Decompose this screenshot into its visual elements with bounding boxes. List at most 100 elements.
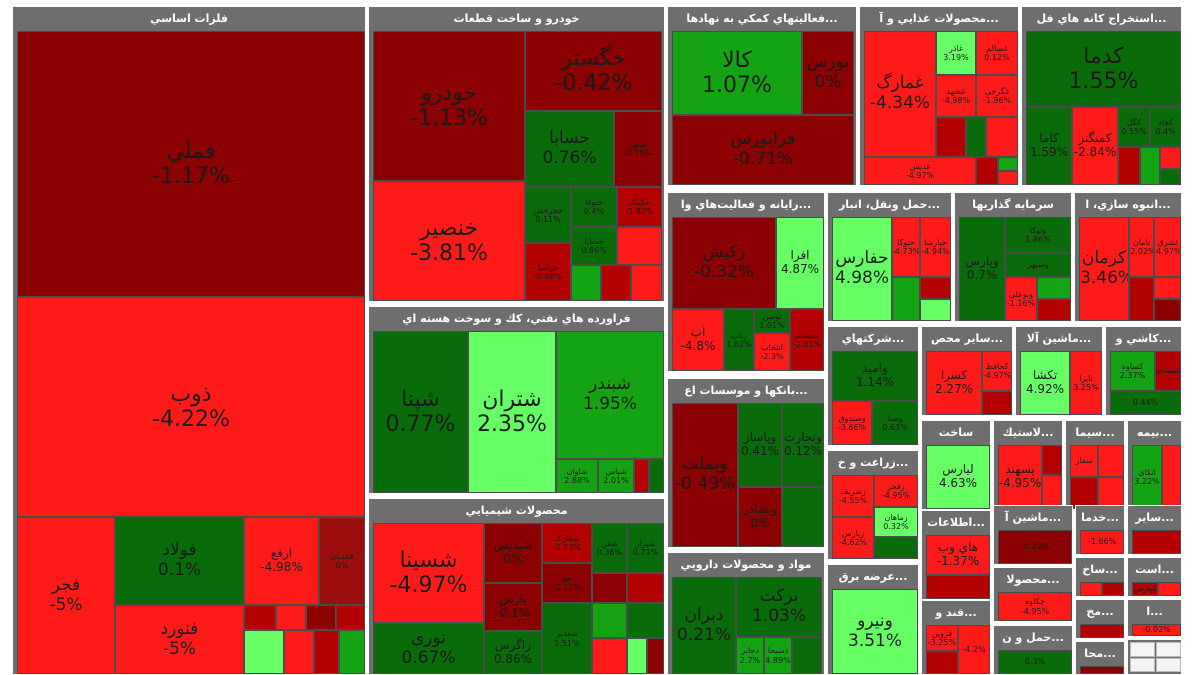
- stock-tile[interactable]: [926, 651, 958, 674]
- stock-tile[interactable]: فرابورس -0.71%: [672, 115, 854, 185]
- sec-shipping[interactable]: ...حمل و ن 0.3%: [993, 625, 1073, 675]
- stock-tile[interactable]: [592, 603, 627, 638]
- stock-tile[interactable]: [601, 265, 631, 301]
- stock-tile[interactable]: فملي -1.17%: [17, 31, 365, 297]
- stock-tile[interactable]: شسينا -4.97%: [373, 523, 484, 623]
- stock-tile[interactable]: چکاوه -4.95%: [998, 592, 1072, 621]
- stock-tile[interactable]: دسبحا 4.89%: [764, 637, 792, 674]
- stock-tile[interactable]: كگل 0.55%: [1118, 107, 1150, 147]
- stock-tile[interactable]: ارفع -4.98%: [244, 517, 319, 605]
- sec-metals[interactable]: فلزات اساسي فملي -1.17% ذوب -4.22% فجر -5% فولا…: [12, 6, 366, 675]
- stock-tile[interactable]: وبصادر 0%: [738, 487, 782, 547]
- stock-tile[interactable]: زفجر -4.95%: [874, 475, 918, 507]
- stock-tile[interactable]: [1140, 147, 1160, 185]
- stock-tile[interactable]: [649, 459, 664, 493]
- stock-tile[interactable]: سیستم -2.81%: [790, 309, 824, 371]
- stock-tile[interactable]: [998, 171, 1018, 185]
- stock-tile[interactable]: پارس -0.1%: [484, 583, 542, 631]
- stock-tile[interactable]: [920, 277, 951, 299]
- stock-tile[interactable]: [1130, 658, 1155, 672]
- sec-plastic[interactable]: ...لاستيك پسهند -4.95%: [993, 420, 1063, 510]
- stock-tile[interactable]: وتوکا 1.86%: [1005, 217, 1071, 253]
- stock-tile[interactable]: [276, 605, 306, 630]
- stock-tile[interactable]: [284, 630, 314, 674]
- stock-tile[interactable]: خمهر -0.75%: [614, 111, 662, 187]
- stock-tile[interactable]: غاذر 3.19%: [936, 31, 976, 75]
- stock-tile[interactable]: -0.02%: [1132, 624, 1181, 636]
- stock-tile[interactable]: 0.3%: [998, 650, 1072, 674]
- stock-tile[interactable]: شفن 0.36%: [592, 523, 627, 573]
- stock-tile[interactable]: [617, 227, 662, 265]
- stock-tile[interactable]: وصنا 0.63%: [872, 401, 918, 445]
- stock-tile[interactable]: غشهد -4.98%: [936, 75, 976, 117]
- stock-tile[interactable]: [874, 537, 918, 559]
- sec-chemicals[interactable]: محصولات شيميايي شسينا -4.97% نوری 0.67% شپدیس…: [368, 498, 665, 675]
- sec-textile[interactable]: ساخت ليارس 4.63%: [921, 420, 991, 510]
- sec-transport[interactable]: ...حمل ونقل، انبار حفارس 4.98% حتوکا -4.73% ح…: [827, 192, 952, 322]
- stock-tile[interactable]: [998, 157, 1018, 171]
- stock-tile[interactable]: [647, 638, 664, 674]
- stock-tile[interactable]: [1098, 445, 1124, 477]
- stock-tile[interactable]: فخديان 0%: [319, 517, 365, 605]
- stock-tile[interactable]: -0.23%: [998, 530, 1072, 564]
- stock-tile[interactable]: خزامیا -0.88%: [525, 243, 571, 301]
- stock-tile[interactable]: [936, 117, 966, 157]
- stock-tile[interactable]: شخارک -2.13%: [542, 523, 592, 563]
- stock-tile[interactable]: شپنا 0.77%: [373, 331, 468, 493]
- stock-tile[interactable]: [306, 605, 336, 630]
- stock-tile[interactable]: [986, 117, 1018, 157]
- stock-tile[interactable]: دبران 0.21%: [672, 577, 736, 674]
- stock-tile[interactable]: حپارسا -4.94%: [920, 217, 951, 277]
- stock-tile[interactable]: [627, 573, 664, 603]
- stock-tile[interactable]: [627, 603, 664, 638]
- stock-tile[interactable]: [792, 637, 822, 674]
- stock-tile[interactable]: وامید 1.14%: [832, 351, 918, 401]
- stock-tile[interactable]: [1118, 147, 1140, 185]
- stock-tile[interactable]: كچاد 0.4%: [1150, 107, 1181, 147]
- sec-refinery[interactable]: فراورده هاي نفتي، كك و سوخت هسته اي شپنا 0…: [368, 306, 665, 494]
- stock-tile[interactable]: ليارس 4.63%: [926, 445, 990, 509]
- stock-tile[interactable]: كپارس: [1132, 582, 1158, 596]
- stock-tile[interactable]: غمارگ -4.34%: [864, 31, 936, 157]
- stock-tile[interactable]: 0.44%: [1110, 391, 1181, 415]
- stock-tile[interactable]: حسینا: [892, 277, 920, 321]
- sec-computer[interactable]: ...رايانه و فعاليت‌هاي وا ركيش -0.32% افرا 4…: [667, 192, 825, 372]
- stock-tile[interactable]: [976, 157, 998, 185]
- stock-tile[interactable]: -4.2%: [958, 625, 990, 674]
- stock-tile[interactable]: دجابر 2.7%: [736, 637, 764, 674]
- stock-tile[interactable]: وسپهر: [1005, 253, 1071, 277]
- stock-tile[interactable]: [966, 117, 986, 157]
- stock-tile[interactable]: حسابا 0.76%: [525, 111, 614, 187]
- sec-support[interactable]: ...فعاليتهاي كمكي به نهادها كالا 1.07% بورس…: [667, 6, 857, 186]
- stock-tile[interactable]: حتوکا -4.73%: [892, 217, 920, 277]
- sec-x1[interactable]: ...مخ: [1075, 599, 1125, 639]
- stock-tile[interactable]: سفار: [1070, 445, 1098, 477]
- sec-banks[interactable]: ...بانكها و موسسات اع وبملت -0.49% وپاسار 0.…: [667, 378, 825, 548]
- sec-utility[interactable]: ...عرضه برق ونيرو 3.51%: [827, 564, 919, 675]
- sec-x2[interactable]: ...ا -0.02%: [1127, 599, 1182, 637]
- stock-tile[interactable]: ثشرق -4.97%: [1154, 217, 1181, 277]
- stock-tile[interactable]: [244, 630, 284, 674]
- stock-tile[interactable]: نوری 0.67%: [373, 623, 484, 674]
- stock-tile[interactable]: بركت 1.03%: [736, 577, 822, 637]
- stock-tile[interactable]: [1098, 477, 1124, 509]
- sec-sugar[interactable]: ...قند و قزوین -3.25% -4.2%: [921, 600, 991, 675]
- stock-tile[interactable]: فجر -5%: [17, 517, 115, 674]
- stock-tile[interactable]: زماهان 0.32%: [874, 507, 918, 537]
- stock-tile[interactable]: شبندر 1.95%: [556, 331, 664, 459]
- stock-tile[interactable]: كرمان-3.46%: [1079, 217, 1129, 321]
- stock-tile[interactable]: غدیس -4.97%: [864, 157, 976, 185]
- stock-tile[interactable]: شغدیر 1.51%: [542, 603, 592, 674]
- sec-building[interactable]: ...ساخ: [1075, 557, 1125, 597]
- stock-tile[interactable]: [1080, 666, 1124, 674]
- stock-tile[interactable]: -1.66%: [1080, 530, 1124, 554]
- stock-tile[interactable]: [926, 575, 990, 599]
- stock-tile[interactable]: شاوان 2.88%: [556, 459, 598, 493]
- stock-tile[interactable]: [1129, 277, 1154, 321]
- stock-tile[interactable]: [1102, 582, 1124, 596]
- stock-tile[interactable]: وبوعلی -1.16%: [1005, 277, 1037, 321]
- stock-tile[interactable]: فولاد 0.1%: [115, 517, 244, 605]
- stock-tile[interactable]: [782, 487, 824, 547]
- stock-tile[interactable]: [920, 299, 951, 321]
- stock-tile[interactable]: شپاس 2.01%: [598, 459, 634, 493]
